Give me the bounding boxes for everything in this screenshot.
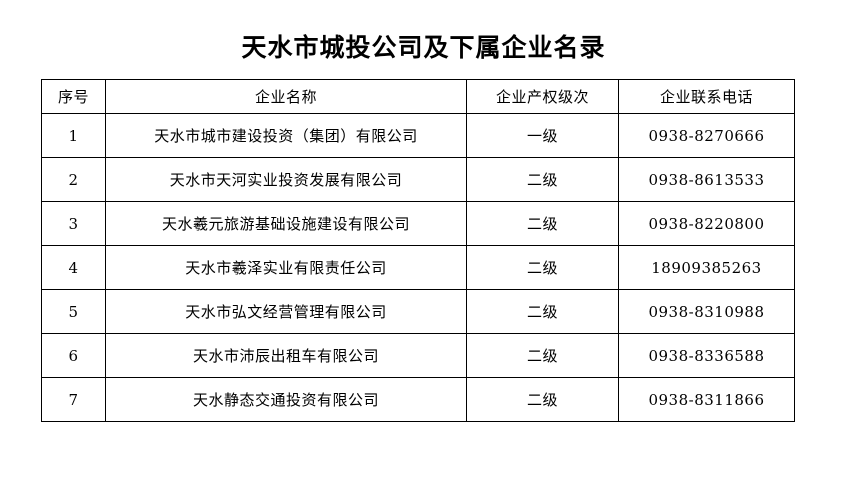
cell-ownership-level: 二级: [466, 157, 619, 202]
cell-index: 1: [41, 113, 106, 158]
cell-company-name: 天水市沛辰出租车有限公司: [105, 333, 467, 378]
cell-ownership-level: 一级: [466, 113, 619, 158]
cell-contact-phone: 0938-8220800: [618, 201, 795, 246]
table-row: 1 天水市城市建设投资（集团）有限公司 一级 0938-8270666: [41, 113, 795, 158]
column-header-ownership-level: 企业产权级次: [466, 79, 619, 114]
cell-index: 4: [41, 245, 106, 290]
company-listing-table: 序号 企业名称 企业产权级次 企业联系电话 1 天水市城市建设投资（集团）有限公…: [41, 79, 795, 422]
table-row: 7 天水静态交通投资有限公司 二级 0938-8311866: [41, 377, 795, 422]
table-header: 序号 企业名称 企业产权级次 企业联系电话: [41, 79, 795, 114]
cell-company-name: 天水市城市建设投资（集团）有限公司: [105, 113, 467, 158]
table-header-row: 序号 企业名称 企业产权级次 企业联系电话: [41, 79, 795, 114]
table-row: 2 天水市天河实业投资发展有限公司 二级 0938-8613533: [41, 157, 795, 202]
table-row: 3 天水羲元旅游基础设施建设有限公司 二级 0938-8220800: [41, 201, 795, 246]
cell-ownership-level: 二级: [466, 245, 619, 290]
column-header-index: 序号: [41, 79, 106, 114]
cell-index: 6: [41, 333, 106, 378]
cell-ownership-level: 二级: [466, 201, 619, 246]
cell-contact-phone: 18909385263: [618, 245, 795, 290]
company-listing-table-wrapper: 序号 企业名称 企业产权级次 企业联系电话 1 天水市城市建设投资（集团）有限公…: [41, 79, 795, 422]
cell-contact-phone: 0938-8336588: [618, 333, 795, 378]
cell-index: 5: [41, 289, 106, 334]
cell-index: 7: [41, 377, 106, 422]
cell-contact-phone: 0938-8310988: [618, 289, 795, 334]
cell-company-name: 天水市天河实业投资发展有限公司: [105, 157, 467, 202]
cell-contact-phone: 0938-8311866: [618, 377, 795, 422]
column-header-company-name: 企业名称: [105, 79, 467, 114]
cell-index: 3: [41, 201, 106, 246]
table-row: 6 天水市沛辰出租车有限公司 二级 0938-8336588: [41, 333, 795, 378]
cell-company-name: 天水市弘文经营管理有限公司: [105, 289, 467, 334]
page-title: 天水市城投公司及下属企业名录: [241, 33, 606, 62]
cell-index: 2: [41, 157, 106, 202]
table-body: 1 天水市城市建设投资（集团）有限公司 一级 0938-8270666 2 天水…: [41, 113, 795, 422]
cell-company-name: 天水市羲泽实业有限责任公司: [105, 245, 467, 290]
cell-contact-phone: 0938-8613533: [618, 157, 795, 202]
cell-ownership-level: 二级: [466, 377, 619, 422]
cell-ownership-level: 二级: [466, 289, 619, 334]
cell-company-name: 天水静态交通投资有限公司: [105, 377, 467, 422]
cell-ownership-level: 二级: [466, 333, 619, 378]
table-row: 4 天水市羲泽实业有限责任公司 二级 18909385263: [41, 245, 795, 290]
cell-company-name: 天水羲元旅游基础设施建设有限公司: [105, 201, 467, 246]
column-header-contact-phone: 企业联系电话: [618, 79, 795, 114]
cell-contact-phone: 0938-8270666: [618, 113, 795, 158]
table-row: 5 天水市弘文经营管理有限公司 二级 0938-8310988: [41, 289, 795, 334]
